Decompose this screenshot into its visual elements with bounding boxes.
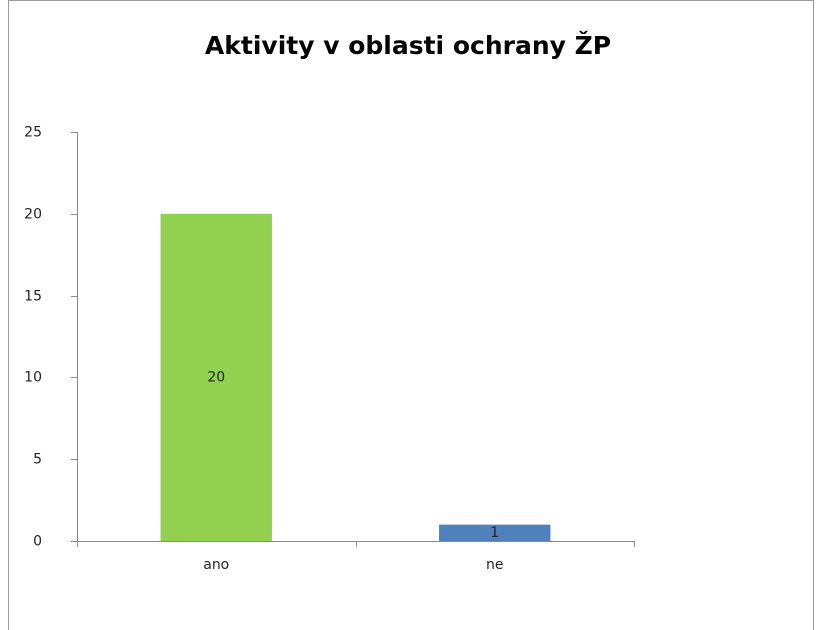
- data-label: 1: [490, 525, 499, 541]
- y-tick-label: 10: [24, 370, 42, 386]
- chart-title: Aktivity v oblasti ochrany ŽP: [205, 31, 611, 60]
- y-tick-label: 0: [33, 534, 42, 550]
- y-tick-label: 15: [24, 289, 42, 305]
- y-tick-label: 5: [33, 452, 42, 468]
- data-label: 20: [207, 369, 225, 385]
- bar: [160, 213, 272, 542]
- x-tick-label: ne: [486, 557, 504, 573]
- y-tick-label: 25: [24, 125, 42, 141]
- bar: [439, 524, 551, 541]
- x-tick-label: ano: [203, 557, 229, 573]
- y-tick-label: 20: [24, 207, 42, 223]
